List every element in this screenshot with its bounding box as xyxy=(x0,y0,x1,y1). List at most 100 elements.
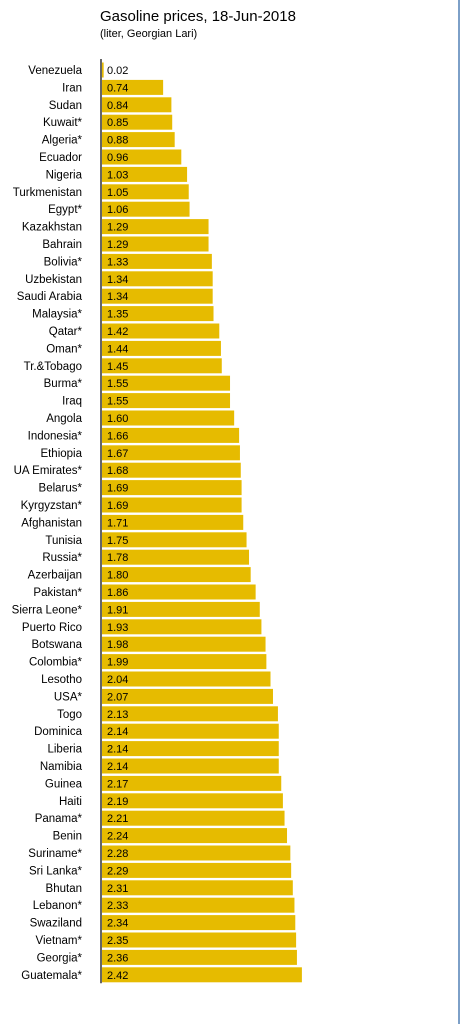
category-label: Swaziland xyxy=(30,918,82,930)
bar xyxy=(102,480,242,496)
category-label: Haiti xyxy=(59,796,82,808)
bar xyxy=(102,688,273,704)
bar xyxy=(102,323,220,339)
value-label: 1.80 xyxy=(107,570,128,582)
bar xyxy=(102,219,209,235)
bar xyxy=(102,549,250,565)
bar xyxy=(102,201,190,217)
bar xyxy=(102,497,242,513)
category-label: Liberia xyxy=(47,744,82,756)
bar xyxy=(102,288,213,304)
value-label: 1.06 xyxy=(107,204,128,216)
value-label: 1.93 xyxy=(107,622,128,634)
category-label: Afghanistan xyxy=(21,517,82,529)
bar xyxy=(102,880,293,896)
value-label: 1.03 xyxy=(107,169,128,181)
category-label: Qatar* xyxy=(49,326,83,338)
value-label: 1.42 xyxy=(107,326,128,338)
bar xyxy=(102,166,188,182)
category-label: Botswana xyxy=(31,639,82,651)
value-label: 1.67 xyxy=(107,448,128,460)
chart-title: Gasoline prices, 18-Jun-2018 xyxy=(100,8,296,25)
category-label: Colombia* xyxy=(29,657,83,669)
category-label: Pakistan* xyxy=(33,587,82,599)
bar xyxy=(102,271,213,287)
category-label: USA* xyxy=(54,691,83,703)
bar xyxy=(102,862,292,878)
bar xyxy=(102,445,240,461)
bar xyxy=(102,636,266,652)
category-label: UA Emirates* xyxy=(14,465,83,477)
category-label: Ecuador xyxy=(39,152,82,164)
value-label: 0.88 xyxy=(107,135,128,147)
category-label: Angola xyxy=(46,413,82,425)
category-label: Iraq xyxy=(62,396,82,408)
bar xyxy=(102,897,295,913)
category-label: Turkmenistan xyxy=(13,187,82,199)
value-label: 1.29 xyxy=(107,222,128,234)
category-label: Benin xyxy=(53,831,82,843)
value-label: 1.60 xyxy=(107,413,128,425)
value-label: 1.44 xyxy=(107,343,128,355)
bar xyxy=(102,410,235,426)
category-label: Kyrgyzstan* xyxy=(21,500,83,512)
category-label: Azerbaijan xyxy=(28,570,82,582)
category-label: Nigeria xyxy=(46,169,83,181)
bar xyxy=(102,619,262,635)
value-label: 1.55 xyxy=(107,378,128,390)
category-label: Sri Lanka* xyxy=(29,865,83,877)
bar xyxy=(102,149,182,165)
value-label: 0.96 xyxy=(107,152,128,164)
bar xyxy=(102,97,172,113)
value-label: 0.84 xyxy=(107,100,128,112)
value-label: 0.85 xyxy=(107,117,128,129)
category-label: Malaysia* xyxy=(32,309,82,321)
bar xyxy=(102,671,271,687)
value-label: 1.71 xyxy=(107,517,128,529)
category-label: Bahrain xyxy=(42,239,82,251)
category-label: Georgia* xyxy=(37,952,83,964)
bar xyxy=(102,184,189,200)
bar xyxy=(102,358,222,374)
bar xyxy=(102,462,241,478)
bar xyxy=(102,758,279,774)
value-label: 2.33 xyxy=(107,900,128,912)
value-label: 2.24 xyxy=(107,831,128,843)
value-label: 1.68 xyxy=(107,465,128,477)
value-label: 2.13 xyxy=(107,709,128,721)
category-label: Tr.&Tobago xyxy=(24,361,82,373)
bar xyxy=(102,949,297,965)
value-label: 1.33 xyxy=(107,256,128,268)
category-label: Bolivia* xyxy=(44,256,83,268)
value-label: 1.29 xyxy=(107,239,128,251)
category-label: Suriname* xyxy=(28,848,82,860)
value-label: 2.31 xyxy=(107,883,128,895)
bar xyxy=(102,845,291,861)
bar xyxy=(102,601,260,617)
category-label: Dominica xyxy=(34,726,83,738)
value-label: 1.05 xyxy=(107,187,128,199)
category-label: Algeria* xyxy=(42,135,83,147)
category-label: Panama* xyxy=(35,813,83,825)
bar xyxy=(102,810,285,826)
bar xyxy=(102,340,221,356)
bar xyxy=(102,532,247,548)
value-label: 2.14 xyxy=(107,761,128,773)
value-label: 2.21 xyxy=(107,813,128,825)
bar xyxy=(102,741,279,757)
category-label: Ethiopia xyxy=(40,448,82,460)
bar xyxy=(102,932,297,948)
category-label: Sierra Leone* xyxy=(12,604,83,616)
value-label: 1.99 xyxy=(107,657,128,669)
bar xyxy=(102,236,209,252)
category-label: Venezuela xyxy=(28,65,82,77)
bar xyxy=(102,915,296,931)
value-label: 1.34 xyxy=(107,291,128,303)
value-label: 2.07 xyxy=(107,691,128,703)
category-label: Egypt* xyxy=(48,204,82,216)
value-label: 1.91 xyxy=(107,604,128,616)
category-label: Guinea xyxy=(45,778,83,790)
value-label: 2.36 xyxy=(107,952,128,964)
category-label: Indonesia* xyxy=(28,430,83,442)
value-label: 2.35 xyxy=(107,935,128,947)
